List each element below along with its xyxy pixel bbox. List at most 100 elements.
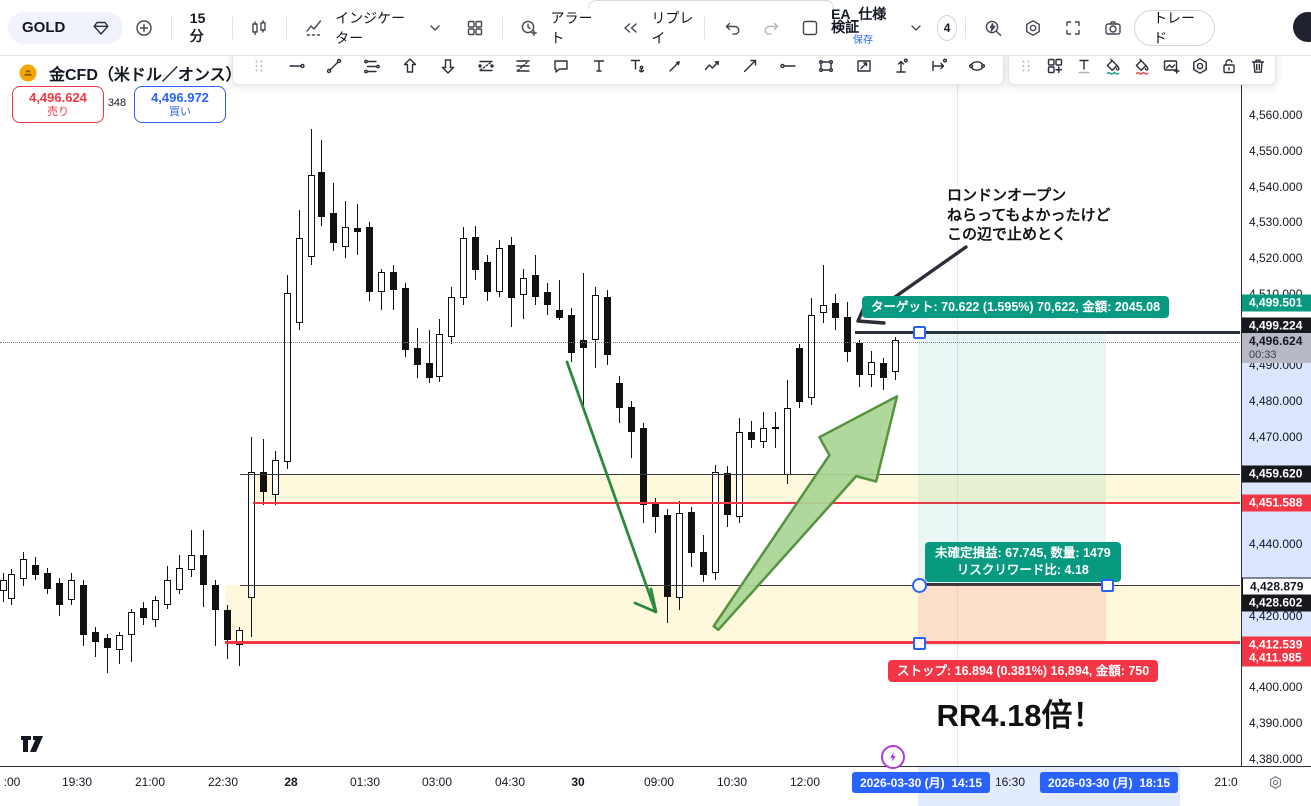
price-tick: 4,550.000 [1249, 143, 1303, 158]
rectangle-icon[interactable] [812, 52, 840, 80]
save-button[interactable]: 保存 [852, 35, 873, 46]
entry-handle-right[interactable] [1100, 578, 1114, 592]
ray-icon[interactable] [774, 52, 802, 80]
fib-retracement-icon[interactable] [472, 52, 500, 80]
time-tick: 30 [571, 775, 585, 789]
replay-icon[interactable] [611, 12, 649, 44]
candle-body [844, 316, 851, 352]
quick-search-icon[interactable] [974, 12, 1012, 44]
indicators-icon[interactable] [295, 12, 333, 44]
undo-icon[interactable] [713, 12, 751, 44]
trash-icon[interactable] [1244, 52, 1272, 80]
candle-body [104, 638, 111, 649]
loss-zone[interactable] [918, 584, 1106, 645]
drag-handle-icon[interactable] [245, 52, 273, 80]
candle-body [520, 278, 527, 295]
candle-body [92, 632, 99, 643]
paint-bucket-green-icon[interactable] [1099, 52, 1127, 80]
time-tick: 03:00 [421, 775, 453, 789]
date-range-icon[interactable] [925, 52, 953, 80]
axis-settings-icon[interactable] [1267, 774, 1284, 796]
paint-bucket-red-icon[interactable] [1128, 52, 1156, 80]
candle-body [212, 585, 219, 610]
candle-body [152, 599, 159, 620]
stop-handle[interactable] [912, 637, 926, 651]
supercharts-diamond-icon [87, 14, 115, 42]
long-position-icon[interactable] [850, 52, 878, 80]
fullscreen-icon[interactable] [1054, 12, 1092, 44]
comment-icon[interactable] [547, 52, 575, 80]
drag-handle-icon[interactable] [1012, 52, 1040, 80]
add-template-icon[interactable] [1041, 52, 1069, 80]
flash-marker-icon[interactable] [881, 745, 905, 769]
current-price-line [0, 341, 1240, 343]
text-annotation[interactable]: ロンドンオープン ねらってもよかったけど この辺で止めとく [947, 186, 1111, 245]
target-handle[interactable] [912, 325, 926, 339]
entry-line[interactable] [918, 583, 1106, 585]
text-icon[interactable] [585, 52, 613, 80]
session-break-line [957, 56, 958, 766]
price-tick: 4,560.000 [1249, 108, 1303, 122]
fib-channel-icon[interactable] [509, 52, 537, 80]
unrealized-pnl-label[interactable]: 未確定損益: 67.745, 数量: 1479 リスクリワード比: 4.18 [925, 542, 1121, 582]
notification-count-badge[interactable]: 4 [936, 14, 958, 41]
candle-wick [191, 530, 192, 577]
layout-grid-icon[interactable] [456, 12, 494, 44]
layout-checkbox-icon[interactable] [791, 12, 829, 44]
buy-button[interactable]: 4,496.972 買い [134, 86, 226, 123]
alert-icon[interactable] [510, 12, 548, 44]
polyline-arrow-icon[interactable] [698, 52, 726, 80]
rr-ratio-annotation[interactable]: RR4.18倍！ [936, 698, 1104, 733]
candle-body [712, 471, 719, 573]
layout-menu[interactable]: EA_仕様検証 保存 [831, 6, 895, 47]
chart-legend[interactable]: 金CFD（米ドル／オンス） ・ [14, 59, 265, 87]
redo-icon[interactable] [753, 12, 791, 44]
candle-body [640, 428, 647, 505]
arrow-marker-icon[interactable] [661, 52, 689, 80]
price-axis[interactable]: 4,560.000 4,550.000 4,540.000 4,530.000 4,52… [1241, 0, 1311, 766]
parallel-lines-icon[interactable] [358, 52, 386, 80]
candle-body [544, 292, 551, 305]
sell-button[interactable]: 4,496.624 売り [12, 86, 104, 123]
snapshot-camera-icon[interactable] [1094, 12, 1132, 44]
date-time-badge: 2026-03-30 (月) 14:15 [851, 772, 991, 793]
avatar[interactable] [1293, 12, 1311, 42]
anchored-text-icon[interactable] [623, 52, 651, 80]
time-axis[interactable]: :00 19:30 21:00 22:30 28 01:30 03:00 04:30 30 09:… [0, 766, 1311, 806]
compare-add-icon[interactable] [125, 12, 163, 44]
candle-body [236, 629, 243, 645]
candle-body [688, 512, 695, 553]
trend-line-icon[interactable] [320, 52, 348, 80]
price-level-label: 4,499.501 [1242, 294, 1311, 312]
lock-icon[interactable] [1215, 52, 1243, 80]
ellipse-icon[interactable] [963, 52, 991, 80]
candle-body [460, 238, 467, 298]
stop-price-label[interactable]: ストップ: 16.894 (0.381%) 16,894, 金額: 750 [888, 660, 1159, 682]
indicators-button[interactable]: インジケーター [335, 9, 406, 46]
entry-handle-left[interactable] [911, 577, 927, 593]
chart-style-icon[interactable] [240, 12, 278, 44]
chevron-down-icon[interactable] [416, 12, 454, 44]
chevron-down-icon[interactable] [897, 12, 935, 44]
settings-icon[interactable] [1014, 12, 1052, 44]
alert-button[interactable]: アラート [550, 9, 593, 46]
interval-button[interactable]: 15分 [189, 9, 206, 44]
target-price-label[interactable]: ターゲット: 70.622 (1.595%) 70,622, 金額: 2045.… [862, 296, 1170, 318]
arrow-down-shape-icon[interactable] [434, 52, 462, 80]
price-tick: 4,530.000 [1249, 215, 1303, 230]
horizontal-line-drawing[interactable] [855, 330, 1240, 334]
horizontal-line-icon[interactable] [283, 52, 311, 80]
layout-name[interactable]: EA_仕様検証 [831, 6, 887, 35]
arrow-up-shape-icon[interactable] [396, 52, 424, 80]
trade-button[interactable]: トレード [1134, 9, 1215, 46]
image-add-icon[interactable] [1157, 52, 1185, 80]
settings-hexagon-icon[interactable] [1186, 52, 1214, 80]
tradingview-logo[interactable] [20, 734, 50, 759]
symbol-search-button[interactable]: GOLD [8, 11, 123, 44]
replay-button[interactable]: リプレイ [651, 9, 694, 46]
price-tick: 4,420.000 [1249, 608, 1303, 623]
price-range-icon[interactable] [887, 52, 915, 80]
text-style-icon[interactable] [1070, 52, 1098, 80]
horizontal-line-drawing[interactable] [225, 641, 1240, 644]
arrow-icon[interactable] [736, 52, 764, 80]
